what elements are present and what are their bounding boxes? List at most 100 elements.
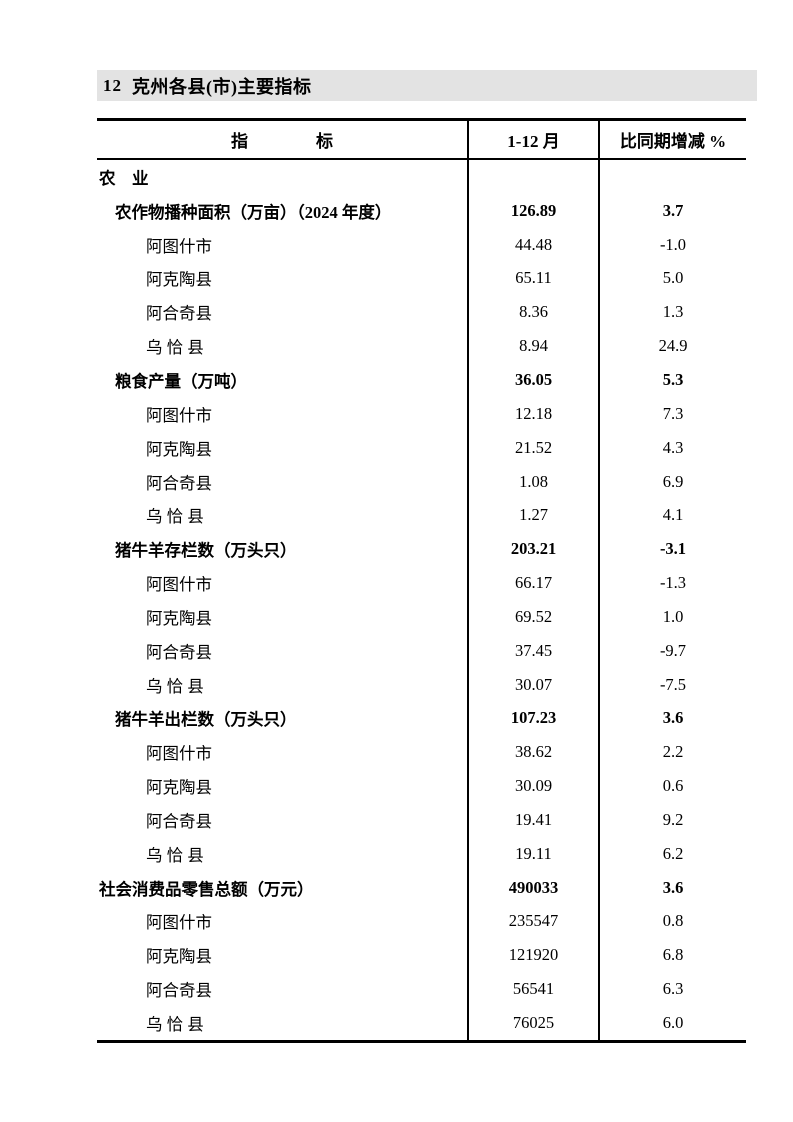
table-row: 阿克陶县 21.52 4.3 xyxy=(97,430,746,465)
change-cell: 6.9 xyxy=(598,464,746,499)
indicator-cell: 粮食产量（万吨） xyxy=(115,371,247,391)
value-cell: 1.08 xyxy=(467,464,598,499)
table-row: 农作物播种面积（万亩）（2024 年度） 126.89 3.7 xyxy=(97,193,746,228)
table-row: 阿合奇县 1.08 6.9 xyxy=(97,464,746,499)
value-cell: 121920 xyxy=(467,938,598,973)
value-cell: 126.89 xyxy=(467,193,598,228)
table-row: 阿图什市 44.48 -1.0 xyxy=(97,227,746,262)
indicator-cell: 阿图什市 xyxy=(146,744,212,764)
table-row: 阿克陶县 69.52 1.0 xyxy=(97,599,746,634)
table-row: 阿图什市 235547 0.8 xyxy=(97,904,746,939)
indicator-cell: 阿图什市 xyxy=(146,405,212,425)
value-cell: 56541 xyxy=(467,972,598,1007)
value-cell: 69.52 xyxy=(467,599,598,634)
table-row: 猪牛羊存栏数（万头只） 203.21 -3.1 xyxy=(97,532,746,567)
table-row: 阿图什市 38.62 2.2 xyxy=(97,735,746,770)
section-title-bar: 12 克州各县(市)主要指标 xyxy=(97,70,757,101)
change-cell: -7.5 xyxy=(598,667,746,702)
table-row: 阿克陶县 30.09 0.6 xyxy=(97,769,746,804)
change-cell: 3.7 xyxy=(598,193,746,228)
change-cell: 24.9 xyxy=(598,329,746,364)
value-cell: 107.23 xyxy=(467,701,598,736)
value-cell: 38.62 xyxy=(467,735,598,770)
change-cell: 6.0 xyxy=(598,1006,746,1040)
value-cell: 1.27 xyxy=(467,498,598,533)
table-row: 阿合奇县 37.45 -9.7 xyxy=(97,633,746,668)
indicator-cell: 乌 恰 县 xyxy=(146,845,204,865)
indicator-cell: 乌 恰 县 xyxy=(146,1015,204,1035)
value-cell: 8.36 xyxy=(467,295,598,330)
table-row: 乌 恰 县 1.27 4.1 xyxy=(97,498,746,533)
table-row: 阿合奇县 8.36 1.3 xyxy=(97,295,746,330)
change-cell: 4.1 xyxy=(598,498,746,533)
change-cell: 7.3 xyxy=(598,396,746,431)
table-row: 阿合奇县 19.41 9.2 xyxy=(97,803,746,837)
indicator-cell: 社会消费品零售总额（万元） xyxy=(99,879,314,899)
value-cell: 21.52 xyxy=(467,430,598,465)
change-cell: 5.0 xyxy=(598,261,746,296)
value-cell: 8.94 xyxy=(467,329,598,364)
value-cell: 235547 xyxy=(467,904,598,939)
indicator-cell: 乌 恰 县 xyxy=(146,338,204,358)
change-cell: 6.2 xyxy=(598,836,746,871)
change-cell xyxy=(598,160,746,194)
indicator-cell: 乌 恰 县 xyxy=(146,507,204,527)
value-cell xyxy=(467,160,598,194)
table-row: 阿图什市 66.17 -1.3 xyxy=(97,566,746,600)
value-cell: 19.11 xyxy=(467,836,598,871)
indicators-table: 指 标 1-12 月 比同期增减 % 农 业 农作物播种面积（万亩）（2024 … xyxy=(97,118,746,1043)
column-header-change: 比同期增减 % xyxy=(598,121,746,158)
indicator-cell: 阿合奇县 xyxy=(146,981,212,1001)
indicator-cell: 阿合奇县 xyxy=(146,642,212,662)
table-row: 乌 恰 县 8.94 24.9 xyxy=(97,329,746,364)
change-cell: 2.2 xyxy=(598,735,746,770)
change-cell: -1.0 xyxy=(598,227,746,262)
indicator-cell: 农 业 xyxy=(99,168,149,188)
change-cell: 3.6 xyxy=(598,701,746,736)
table-row: 猪牛羊出栏数（万头只） 107.23 3.6 xyxy=(97,701,746,736)
change-cell: -9.7 xyxy=(598,633,746,668)
indicator-cell: 阿克陶县 xyxy=(146,778,212,798)
value-cell: 76025 xyxy=(467,1006,598,1040)
table-row: 阿克陶县 65.11 5.0 xyxy=(97,261,746,296)
change-cell: 6.3 xyxy=(598,972,746,1007)
value-cell: 37.45 xyxy=(467,633,598,668)
table-row: 阿克陶县 121920 6.8 xyxy=(97,938,746,973)
value-cell: 66.17 xyxy=(467,566,598,600)
change-cell: 1.0 xyxy=(598,599,746,634)
table-header-row: 指 标 1-12 月 比同期增减 % xyxy=(97,121,746,160)
change-cell: -3.1 xyxy=(598,532,746,567)
table-row: 粮食产量（万吨） 36.05 5.3 xyxy=(97,363,746,397)
table-row: 乌 恰 县 76025 6.0 xyxy=(97,1006,746,1040)
indicator-cell: 猪牛羊存栏数（万头只） xyxy=(115,541,297,561)
change-cell: 9.2 xyxy=(598,803,746,837)
table-row: 乌 恰 县 30.07 -7.5 xyxy=(97,667,746,702)
value-cell: 12.18 xyxy=(467,396,598,431)
value-cell: 65.11 xyxy=(467,261,598,296)
value-cell: 30.09 xyxy=(467,769,598,804)
indicator-cell: 阿克陶县 xyxy=(146,439,212,459)
change-cell: 1.3 xyxy=(598,295,746,330)
change-cell: 6.8 xyxy=(598,938,746,973)
indicator-cell: 阿克陶县 xyxy=(146,947,212,967)
change-cell: 5.3 xyxy=(598,363,746,397)
change-cell: 0.6 xyxy=(598,769,746,804)
indicator-cell: 阿合奇县 xyxy=(146,304,212,324)
indicator-cell: 乌 恰 县 xyxy=(146,676,204,696)
indicator-cell: 阿克陶县 xyxy=(146,608,212,628)
indicator-cell: 猪牛羊出栏数（万头只） xyxy=(115,710,297,730)
table-row: 阿合奇县 56541 6.3 xyxy=(97,972,746,1007)
change-cell: -1.3 xyxy=(598,566,746,600)
table-row: 社会消费品零售总额（万元） 490033 3.6 xyxy=(97,870,746,905)
table-row: 阿图什市 12.18 7.3 xyxy=(97,396,746,431)
value-cell: 36.05 xyxy=(467,363,598,397)
indicator-cell: 阿合奇县 xyxy=(146,473,212,493)
value-cell: 490033 xyxy=(467,870,598,905)
indicator-cell: 阿合奇县 xyxy=(146,811,212,831)
column-header-period: 1-12 月 xyxy=(467,121,598,158)
page-title: 克州各县(市)主要指标 xyxy=(132,76,312,97)
change-cell: 0.8 xyxy=(598,904,746,939)
indicator-cell: 农作物播种面积（万亩）（2024 年度） xyxy=(115,202,392,222)
indicator-cell: 阿图什市 xyxy=(146,236,212,256)
